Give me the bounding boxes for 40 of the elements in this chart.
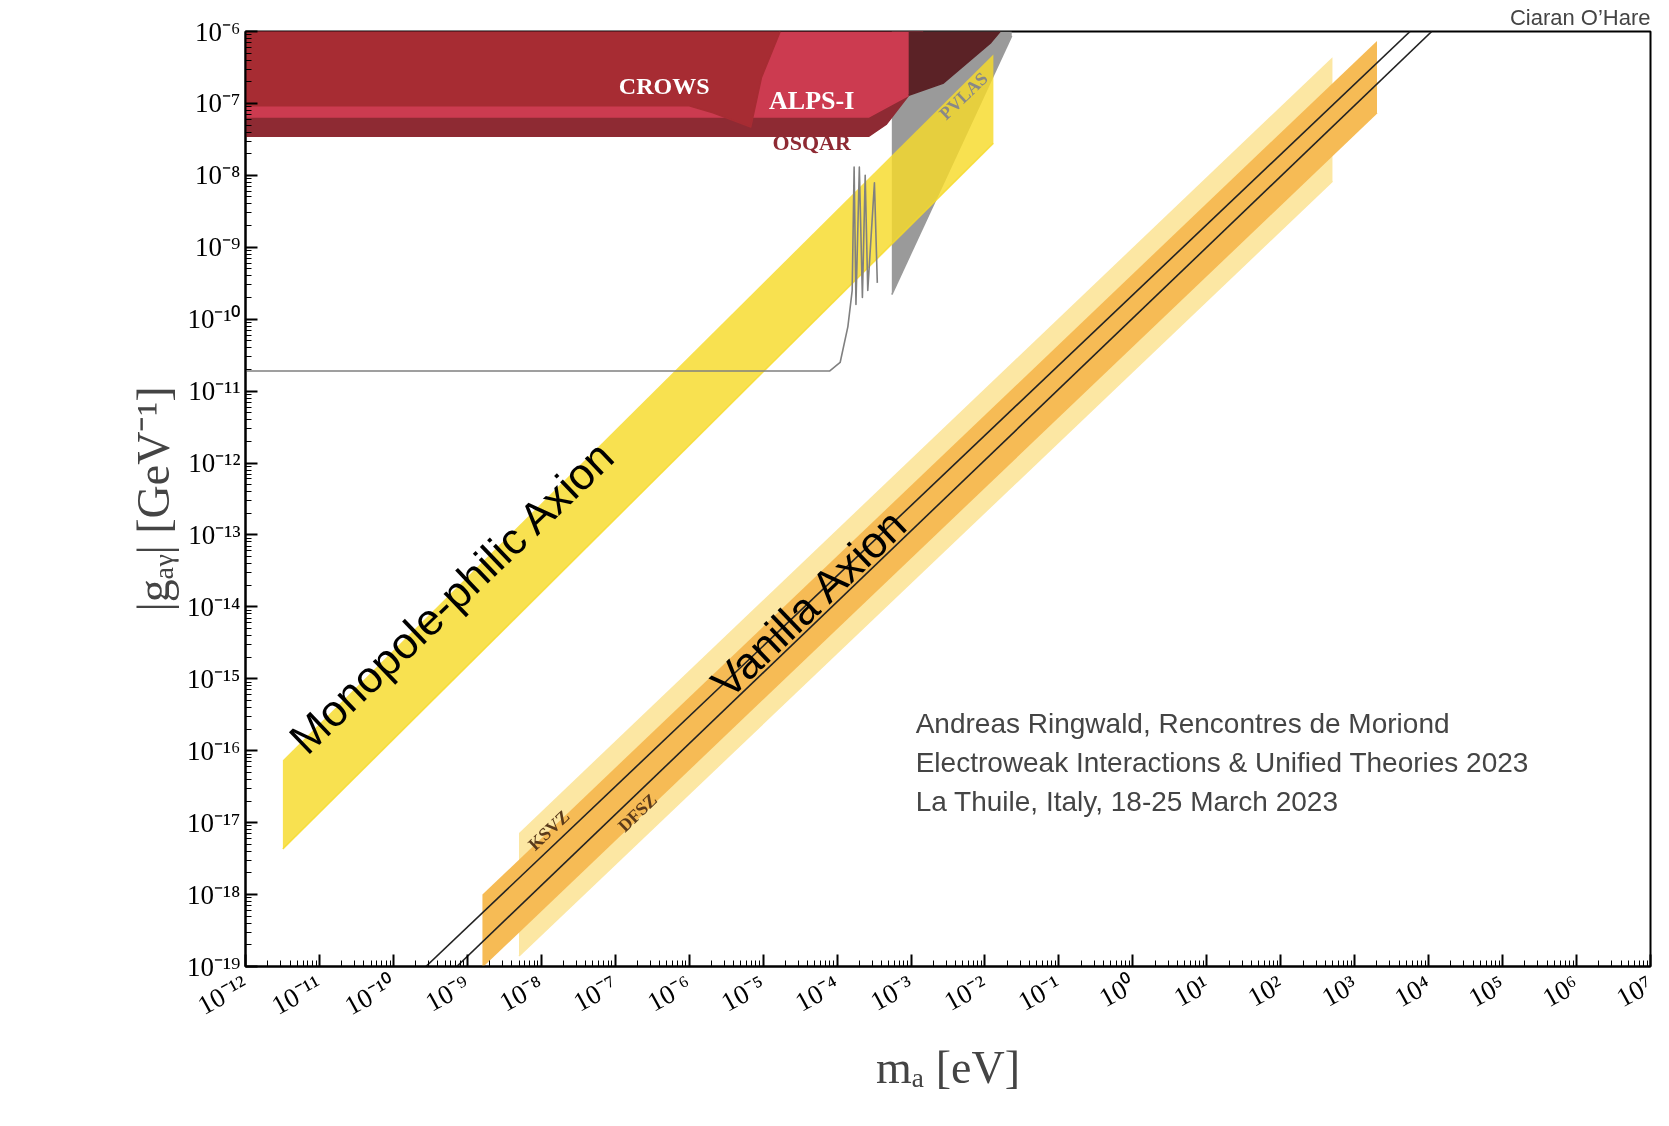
x-tick-label: 10⁵ [1463, 969, 1510, 1014]
y-tick-label: 10⁻¹¹ [188, 376, 241, 407]
y-tick-label: 10⁻⁷ [195, 88, 241, 119]
y-tick-label: 10⁻¹⁵ [186, 663, 241, 694]
x-tick-label: 10⁷ [1611, 969, 1658, 1014]
x-tick-label: 10⁶ [1537, 969, 1584, 1014]
x-tick-label: 10⁻⁹ [420, 969, 475, 1018]
text: Ciaran O’Hare [1509, 4, 1651, 30]
annotation: Andreas Ringwald, Rencontres de Moriond [915, 707, 1450, 739]
x-tick-label: 10⁻⁶ [642, 969, 697, 1018]
y-tick-label: 10⁻¹⁰ [187, 304, 241, 335]
x-tick-label: 10⁰ [1094, 969, 1141, 1013]
x-tick-label: 10⁻⁸ [494, 969, 549, 1018]
y-tick-label: 10⁻¹² [188, 448, 241, 479]
y-axis-title: |gₐᵧ| [GeV⁻¹] [127, 386, 179, 612]
x-tick-label: 10¹ [1168, 969, 1215, 1013]
x-tick-label: 10⁻⁵ [716, 969, 771, 1018]
x-tick-label: 10⁻¹¹ [266, 969, 327, 1021]
x-tick-label: 10⁻¹ [1013, 969, 1067, 1017]
y-tick-label: 10⁻¹⁴ [186, 591, 241, 622]
x-axis-title: mₐ [eV] [875, 1042, 1021, 1094]
x-tick-label: 10³ [1316, 969, 1362, 1013]
y-tick-label: 10⁻⁸ [195, 160, 241, 191]
y-tick-label: 10⁻⁶ [195, 16, 241, 47]
x-tick-label: 10⁻² [939, 969, 993, 1017]
y-tick-label: 10⁻¹⁶ [186, 735, 241, 766]
annotation: Electroweak Interactions & Unified Theories 2023 [915, 747, 1529, 779]
series-label: CROWS [618, 72, 710, 99]
series-label: ALPS-I [769, 86, 855, 116]
y-tick-label: 10⁻¹³ [188, 519, 241, 550]
y-tick-label: 10⁻⁹ [195, 232, 241, 263]
x-tick-label: 10⁻¹⁰ [339, 969, 401, 1022]
x-tick-label: 10⁻³ [865, 969, 919, 1017]
annotation: La Thuile, Italy, 18-25 March 2023 [915, 786, 1339, 818]
x-tick-label: 10⁻⁷ [568, 969, 623, 1018]
y-tick-label: 10⁻¹⁷ [186, 807, 241, 838]
x-tick-label: 10⁻⁴ [790, 969, 845, 1018]
y-tick-label: 10⁻¹⁸ [186, 879, 241, 910]
x-tick-label: 10⁴ [1389, 969, 1436, 1014]
x-tick-label: 10² [1242, 969, 1288, 1013]
